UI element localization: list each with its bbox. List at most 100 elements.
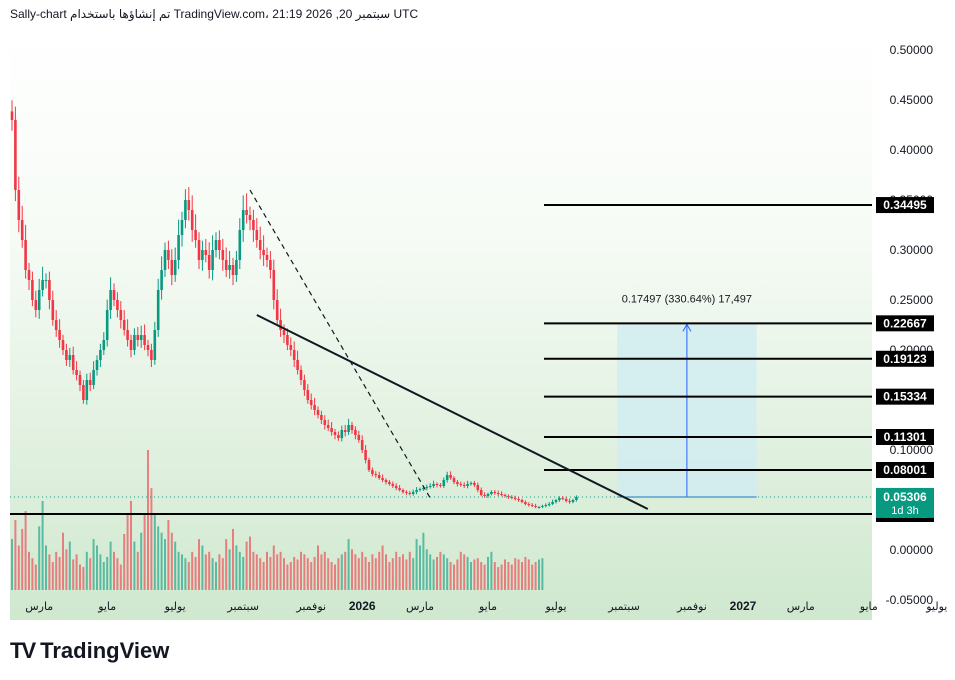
- candle-body: [513, 498, 517, 499]
- candle-body: [258, 240, 262, 250]
- candle-body: [333, 432, 337, 435]
- candle-body: [153, 330, 157, 360]
- open-value: 0.04811: [198, 35, 241, 49]
- volume-bar: [106, 556, 109, 590]
- candle-body: [37, 290, 41, 310]
- volume-bar: [306, 558, 309, 590]
- volume-bar: [303, 554, 306, 590]
- candle-body: [377, 475, 381, 478]
- volume-bar: [198, 539, 200, 590]
- symbol-label[interactable]: SEI / TetherUS · 3يوم · Binance: [18, 35, 186, 49]
- candle-body: [116, 300, 119, 310]
- candle-body: [167, 250, 170, 260]
- price-level-tag-label: 0.15334: [883, 390, 927, 404]
- candle-body: [337, 435, 340, 438]
- volume-bar: [65, 549, 68, 590]
- volume-bar: [504, 559, 506, 590]
- x-tick-label: مارس: [25, 601, 53, 613]
- volume-bar: [177, 551, 180, 590]
- candle-body: [347, 425, 350, 432]
- volume-bar: [17, 545, 20, 590]
- volume-bar: [191, 551, 194, 590]
- measure-arrow-head: [682, 323, 692, 332]
- tradingview-logo-icon: TV: [10, 638, 36, 663]
- volume-bar: [388, 562, 391, 590]
- volume-bar: [453, 564, 455, 590]
- candle-body: [122, 320, 126, 330]
- candle-body: [547, 504, 551, 505]
- ohlc-legend: SEI / TetherUS · 3يوم · Binance O0.04811…: [18, 35, 618, 49]
- volume-bar: [21, 528, 24, 590]
- close-value: 0.05306: [361, 35, 405, 49]
- candle-body: [571, 500, 575, 502]
- candle-body: [190, 210, 194, 230]
- volume-bar: [269, 556, 272, 590]
- candle-body: [255, 230, 259, 240]
- volume-indicator-value: 318.2 M: [105, 52, 149, 66]
- candle-body: [95, 360, 99, 370]
- candle-body: [207, 255, 211, 270]
- candle-body: [194, 230, 197, 240]
- volume-bar: [337, 558, 340, 590]
- candle-body: [27, 270, 31, 280]
- volume-bar: [483, 564, 486, 590]
- volume-bar: [140, 532, 143, 590]
- candle-body: [34, 300, 38, 310]
- y-tick-label: 0.30000: [890, 243, 934, 257]
- candle-body: [415, 490, 418, 492]
- volume-bar: [405, 559, 408, 590]
- volume-bar: [391, 558, 394, 590]
- candle-body: [17, 190, 21, 220]
- candle-body: [252, 220, 255, 230]
- close-label: C: [352, 35, 362, 49]
- candle-body: [517, 499, 520, 500]
- candle-body: [503, 495, 507, 496]
- volume-bar: [72, 559, 75, 590]
- candle-body: [54, 320, 58, 330]
- candle-body: [527, 504, 531, 505]
- volume-bar: [310, 562, 313, 590]
- volume-bar: [136, 551, 139, 590]
- candle-body: [449, 475, 452, 478]
- countdown-label: 1d 3h: [891, 505, 919, 517]
- candle-body: [241, 210, 245, 230]
- volume-bar: [368, 562, 370, 590]
- candle-body: [48, 280, 51, 300]
- candle-body: [14, 120, 17, 190]
- volume-bar: [79, 564, 81, 590]
- volume-bar: [242, 556, 245, 590]
- volume-bar: [466, 556, 469, 590]
- candle-body: [238, 230, 242, 260]
- candle-body: [530, 505, 534, 506]
- candle-body: [92, 370, 95, 385]
- candle-body: [486, 494, 490, 496]
- volume-bar: [320, 554, 323, 590]
- volume-bar: [14, 520, 17, 590]
- volume-indicator-label[interactable]: حجم تداول · SEI: [18, 52, 102, 66]
- candle-body: [568, 501, 571, 502]
- volume-bar: [507, 562, 510, 590]
- candle-body: [350, 425, 354, 430]
- candle-body: [401, 490, 405, 492]
- candle-body: [156, 290, 160, 330]
- trendline-solid: [256, 314, 649, 510]
- candle-body: [408, 493, 412, 494]
- candle-body: [85, 380, 89, 400]
- candle-body: [360, 440, 364, 450]
- high-value: 0.05331: [252, 35, 297, 49]
- volume-bar: [351, 549, 353, 590]
- candle-body: [544, 505, 548, 506]
- tradingview-brand[interactable]: TV TradingView: [10, 638, 169, 664]
- price-level-tag: [876, 388, 934, 405]
- volume-bar: [330, 562, 333, 590]
- volume-bar: [85, 551, 88, 590]
- volume-bar: [130, 500, 132, 590]
- candle-body: [564, 499, 568, 501]
- volume-bar: [402, 554, 404, 590]
- volume-bar: [521, 562, 523, 590]
- current-price-label: 0.05306: [883, 490, 927, 504]
- volume-bar: [378, 551, 381, 590]
- candle-body: [201, 250, 204, 260]
- candle-body: [418, 489, 422, 490]
